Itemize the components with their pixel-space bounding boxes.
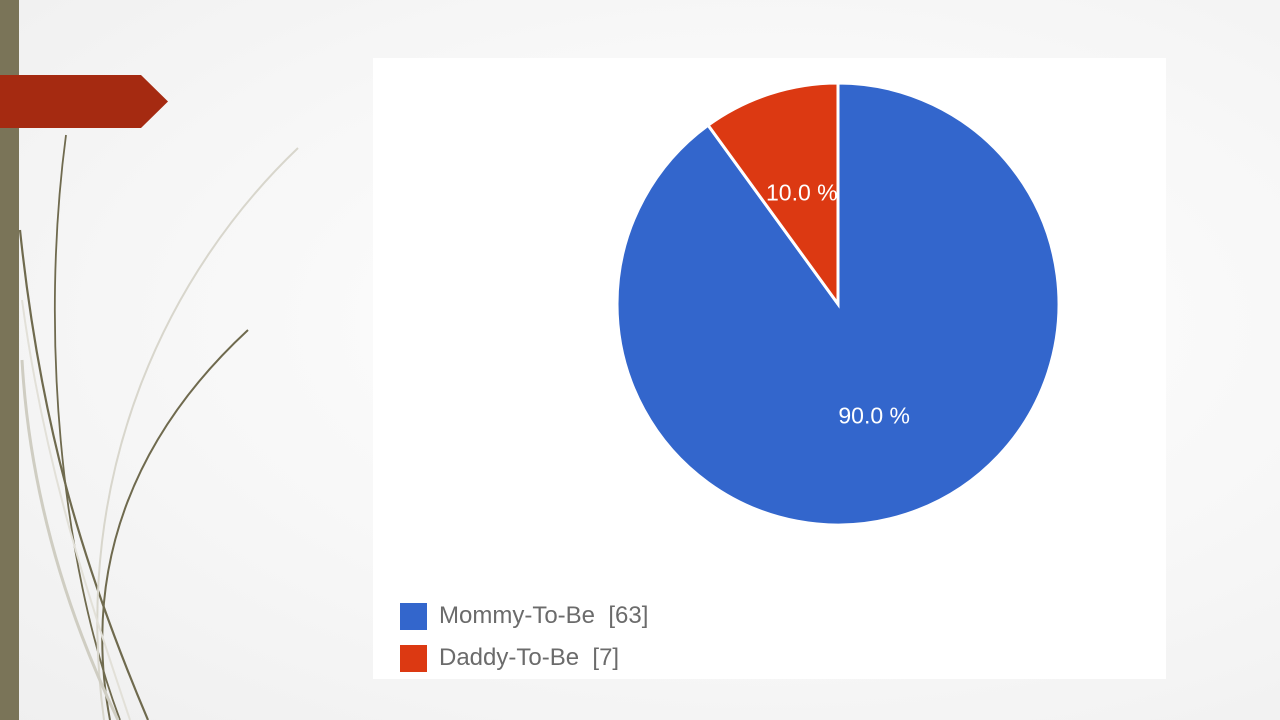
accent-tab-shape bbox=[0, 75, 168, 128]
chart-legend: Mommy-To-Be [63] Daddy-To-Be [7] bbox=[400, 595, 648, 679]
legend-label-mommy: Mommy-To-Be [63] bbox=[439, 602, 649, 629]
pie-label-daddy-to-be: 10.0 % bbox=[766, 180, 838, 206]
legend-item-mommy: Mommy-To-Be [63] bbox=[400, 595, 648, 637]
pie-label-mommy-to-be: 90.0 % bbox=[838, 402, 910, 428]
legend-swatch-mommy bbox=[400, 602, 427, 630]
legend-label-daddy: Daddy-To-Be [7] bbox=[439, 644, 620, 671]
pie-slice-daddy-to-be bbox=[706, 81, 840, 309]
accent-tab-arrow bbox=[0, 75, 168, 128]
legend-item-daddy: Daddy-To-Be [7] bbox=[400, 637, 648, 679]
pie-chart: 90.0 % 10.0 % bbox=[615, 81, 1061, 527]
decorative-grass-lines bbox=[18, 134, 299, 720]
chart-panel: 90.0 % 10.0 % Mommy-To-Be [63] Daddy-To-B… bbox=[373, 58, 1166, 679]
left-accent-bar bbox=[0, 0, 19, 720]
legend-swatch-daddy bbox=[400, 644, 427, 672]
